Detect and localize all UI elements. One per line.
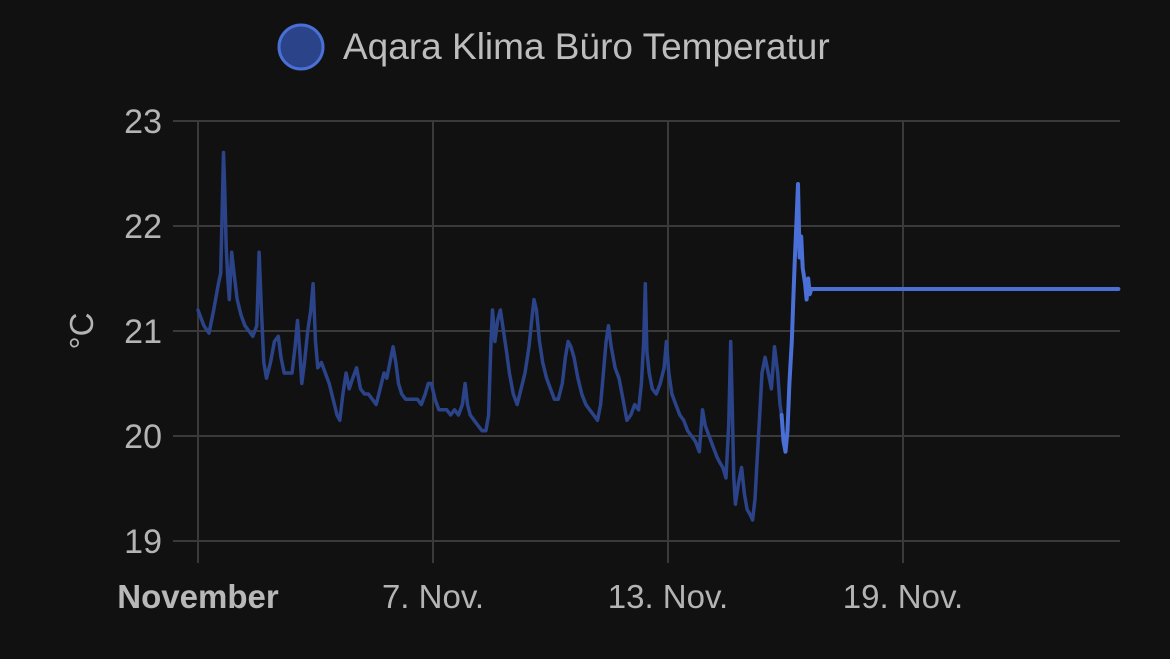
y-tick-label: 19 bbox=[124, 523, 162, 561]
x-tick-label: November bbox=[117, 578, 279, 615]
x-tick-label: 7. Nov. bbox=[382, 578, 484, 615]
y-tick-label: 23 bbox=[124, 103, 162, 141]
legend-swatch-icon[interactable] bbox=[277, 23, 325, 71]
x-tick-label: 19. Nov. bbox=[843, 578, 963, 615]
x-tick-label: 13. Nov. bbox=[608, 578, 728, 615]
y-tick-label: 21 bbox=[124, 313, 162, 351]
legend-label[interactable]: Aqara Klima Büro Temperatur bbox=[343, 26, 830, 67]
y-axis-unit-label: °C bbox=[63, 312, 100, 349]
temperature-history-line[interactable] bbox=[196, 150, 784, 522]
y-tick-label: 22 bbox=[124, 208, 162, 246]
legend[interactable]: Aqara Klima Büro Temperatur bbox=[277, 23, 830, 71]
temperature-recent-line[interactable] bbox=[779, 182, 1121, 454]
series-layer bbox=[196, 150, 1121, 522]
x-axis-ticks: November 7. Nov. 13. Nov. 19. Nov. bbox=[117, 578, 963, 615]
x-gridlines bbox=[197, 121, 904, 563]
y-tick-label: 20 bbox=[124, 418, 162, 456]
y-axis-ticks: 23 22 21 20 19 bbox=[124, 103, 162, 561]
